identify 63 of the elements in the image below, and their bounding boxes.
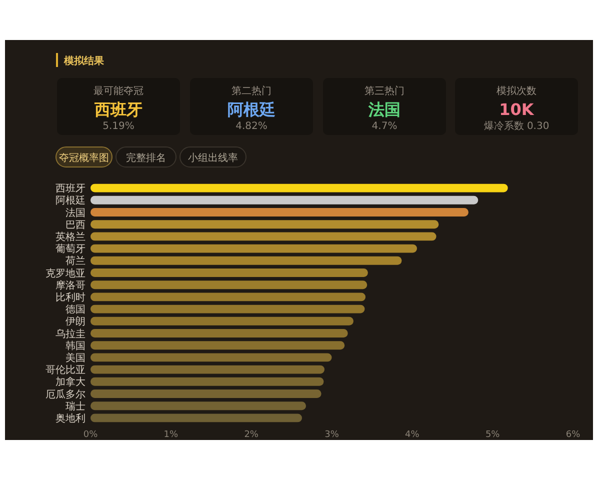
y-tick-label: 乌拉圭 <box>56 328 86 340</box>
y-tick-label: 加拿大 <box>56 376 86 388</box>
bar <box>90 304 365 314</box>
bar <box>90 232 436 241</box>
bar <box>90 414 302 422</box>
y-tick-label: 葡萄牙 <box>56 243 86 256</box>
y-tick-label: 伊朗 <box>66 316 86 328</box>
bar <box>90 292 366 302</box>
y-tick-label: 奥地利 <box>56 412 86 424</box>
text: 完整排名 <box>126 152 166 164</box>
text: 阿根廷 <box>228 100 276 119</box>
x-tick-label: 3% <box>324 430 340 440</box>
bar <box>90 184 508 192</box>
text: 10K <box>499 100 534 119</box>
text: 4.7% <box>372 121 398 132</box>
text: 最可能夺冠 <box>94 85 144 97</box>
bar <box>90 256 402 265</box>
x-tick-label: 0% <box>83 430 98 440</box>
text: 第三热门 <box>364 85 404 97</box>
y-tick-label: 韩国 <box>66 340 86 352</box>
text: 法国 <box>368 100 400 119</box>
text: 夺冠概率图 <box>59 152 109 164</box>
bar <box>90 244 417 253</box>
text: 模拟次数 <box>496 85 536 97</box>
x-tick-label: 1% <box>164 430 178 440</box>
y-tick-label: 哥伦比亚 <box>46 364 86 376</box>
bar <box>90 353 332 362</box>
y-tick-label: 巴西 <box>66 220 86 231</box>
bar <box>90 280 368 290</box>
text: 爆冷系数 0.30 <box>484 120 550 132</box>
y-tick-label: 德国 <box>66 304 86 316</box>
bar <box>90 220 439 229</box>
text: 小组出线率 <box>188 152 238 164</box>
y-tick-label: 法国 <box>66 206 86 219</box>
text: 4.82% <box>236 121 268 132</box>
y-tick-label: 厄瓜多尔 <box>46 388 86 400</box>
bar <box>90 341 345 350</box>
y-tick-label: 瑞士 <box>66 400 86 412</box>
y-tick-label: 阿根廷 <box>56 194 86 207</box>
y-tick-label: 克罗地亚 <box>46 267 86 280</box>
text: 5.19% <box>102 121 134 132</box>
bar <box>90 316 354 326</box>
text: 西班牙 <box>94 100 142 119</box>
x-tick-label: 6% <box>566 430 581 440</box>
text: 模拟结果 <box>63 55 105 67</box>
y-tick-label: 西班牙 <box>56 182 86 195</box>
y-tick-label: 英格兰 <box>56 230 86 243</box>
bar <box>90 268 368 277</box>
bar <box>90 208 468 216</box>
bar <box>90 329 348 338</box>
y-tick-label: 美国 <box>66 352 86 364</box>
y-tick-label: 比利时 <box>56 291 86 304</box>
bar <box>90 365 325 374</box>
text: 第二热门 <box>232 85 272 97</box>
x-tick-label: 4% <box>405 430 420 440</box>
bar <box>90 402 306 410</box>
y-tick-label: 荷兰 <box>66 255 86 268</box>
y-tick-label: 摩洛哥 <box>56 279 86 292</box>
x-tick-label: 2% <box>244 430 259 440</box>
bar <box>90 196 478 204</box>
bar <box>90 377 324 386</box>
x-tick-label: 5% <box>485 430 500 440</box>
bar <box>90 390 322 398</box>
